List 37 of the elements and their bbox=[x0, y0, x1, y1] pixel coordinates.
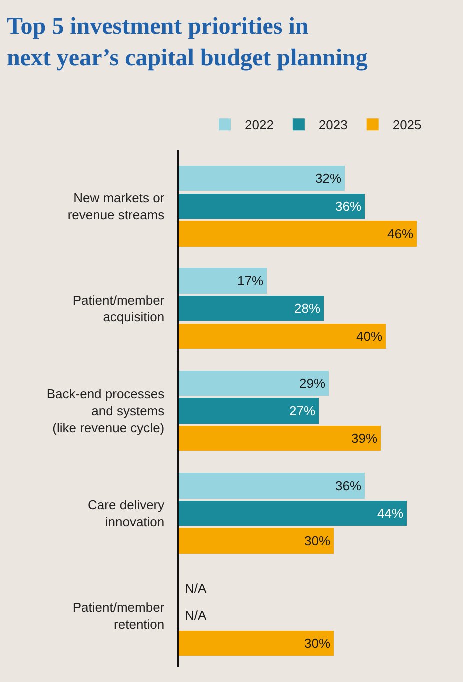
data-label: 27% bbox=[290, 404, 316, 418]
bar bbox=[179, 324, 386, 349]
data-label: 36% bbox=[336, 478, 362, 494]
data-label: 39% bbox=[352, 431, 378, 446]
text: N/A bbox=[185, 581, 207, 596]
legend-label: 2025 bbox=[392, 118, 422, 133]
data-label: 46% bbox=[388, 226, 414, 242]
data-label: 40% bbox=[356, 329, 383, 344]
data-label: 30% bbox=[304, 534, 331, 548]
chart-title: Top 5 investment priorities in next year’s capital budget planning bbox=[6, 14, 368, 72]
bar bbox=[179, 166, 345, 191]
y-tick-label: Patient/member acquisition bbox=[72, 292, 166, 325]
bar bbox=[179, 371, 329, 396]
text: N/A bbox=[185, 608, 207, 623]
data-label: 30% bbox=[304, 636, 331, 651]
bar bbox=[179, 296, 324, 321]
bar bbox=[179, 268, 267, 294]
bar bbox=[179, 194, 365, 219]
data-label: 44% bbox=[378, 506, 404, 521]
bar bbox=[179, 426, 381, 451]
legend-label: 2022 bbox=[245, 118, 274, 133]
bar bbox=[179, 501, 407, 526]
bar bbox=[179, 398, 319, 424]
bar bbox=[179, 631, 334, 656]
data-label: 32% bbox=[316, 171, 342, 186]
data-label: 28% bbox=[294, 301, 321, 316]
bar bbox=[179, 221, 417, 247]
data-label: 29% bbox=[300, 376, 326, 391]
legend-label: 2023 bbox=[318, 118, 348, 133]
y-tick-label: New markets or revenue streams bbox=[68, 190, 166, 222]
y-tick-label: Back-end processes and systems (like revenue cycle) bbox=[46, 386, 166, 436]
bar bbox=[179, 528, 334, 554]
y-tick-label: Patient/member retention bbox=[72, 600, 166, 632]
y-tick-label: Care delivery innovation bbox=[88, 498, 166, 530]
data-label: 17% bbox=[238, 274, 264, 288]
bar bbox=[179, 473, 365, 499]
data-label: 36% bbox=[336, 199, 362, 214]
